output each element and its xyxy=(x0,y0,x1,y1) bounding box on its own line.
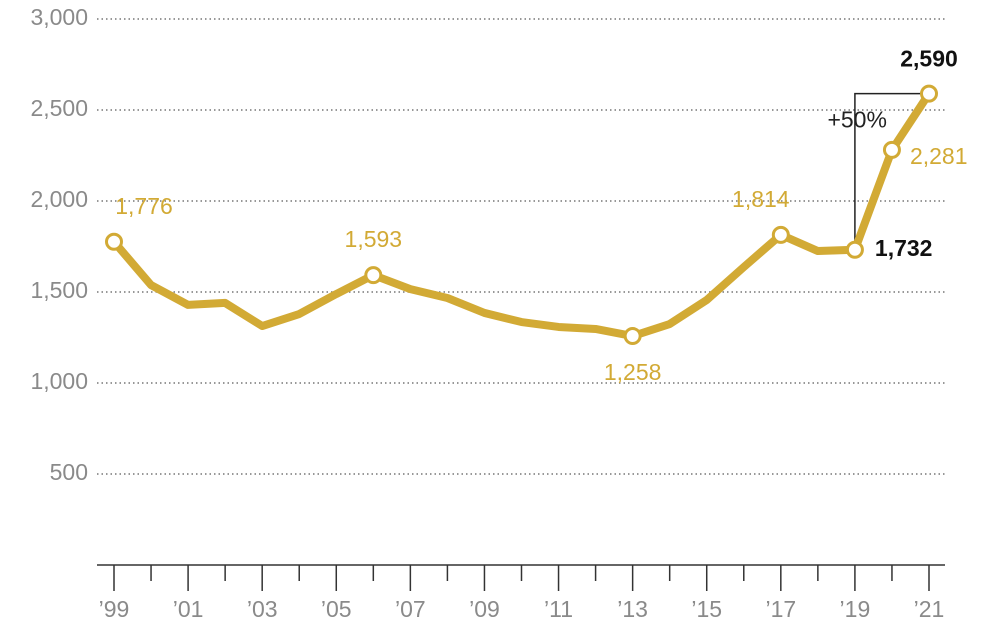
point-marker xyxy=(105,232,123,251)
point-marker xyxy=(920,84,938,103)
x-tick-label: ’01 xyxy=(173,596,204,622)
annotation: +50% xyxy=(827,107,886,133)
x-tick-label: ’19 xyxy=(840,596,871,622)
x-tick-label: ’15 xyxy=(691,596,722,622)
data-label: 1,776 xyxy=(115,193,173,219)
x-tick-label: ’03 xyxy=(247,596,278,622)
y-tick-label: 2,000 xyxy=(30,186,88,212)
point-marker xyxy=(771,225,790,244)
annotation-bracket xyxy=(854,92,929,250)
x-tick-label: ’07 xyxy=(395,596,426,622)
point-marker xyxy=(845,240,864,259)
y-tick-label: 1,500 xyxy=(30,277,88,303)
data-label: 1,593 xyxy=(345,226,403,252)
data-label: 2,590 xyxy=(900,46,958,72)
y-tick-label: 2,500 xyxy=(30,95,88,121)
data-label: 1,258 xyxy=(604,359,662,385)
data-label: 1,814 xyxy=(732,186,790,212)
x-tick-label: ’11 xyxy=(544,596,573,622)
x-tick-label: ’05 xyxy=(321,596,352,622)
x-tick-label: ’21 xyxy=(914,596,945,622)
data-label: 2,281 xyxy=(910,143,968,169)
y-tick-label: 500 xyxy=(50,459,88,485)
point-marker xyxy=(364,266,383,285)
point-marker xyxy=(882,140,901,159)
y-tick-label: 3,000 xyxy=(30,4,88,30)
x-tick-label: ’13 xyxy=(617,596,648,622)
line xyxy=(110,89,933,341)
data-label: 1,732 xyxy=(875,235,933,261)
y-tick-label: 1,000 xyxy=(30,368,88,394)
x-tick-label: ’99 xyxy=(99,596,130,622)
point-marker xyxy=(623,327,642,346)
x-tick-label: ’09 xyxy=(469,596,500,622)
x-tick-label: ’17 xyxy=(765,596,796,622)
